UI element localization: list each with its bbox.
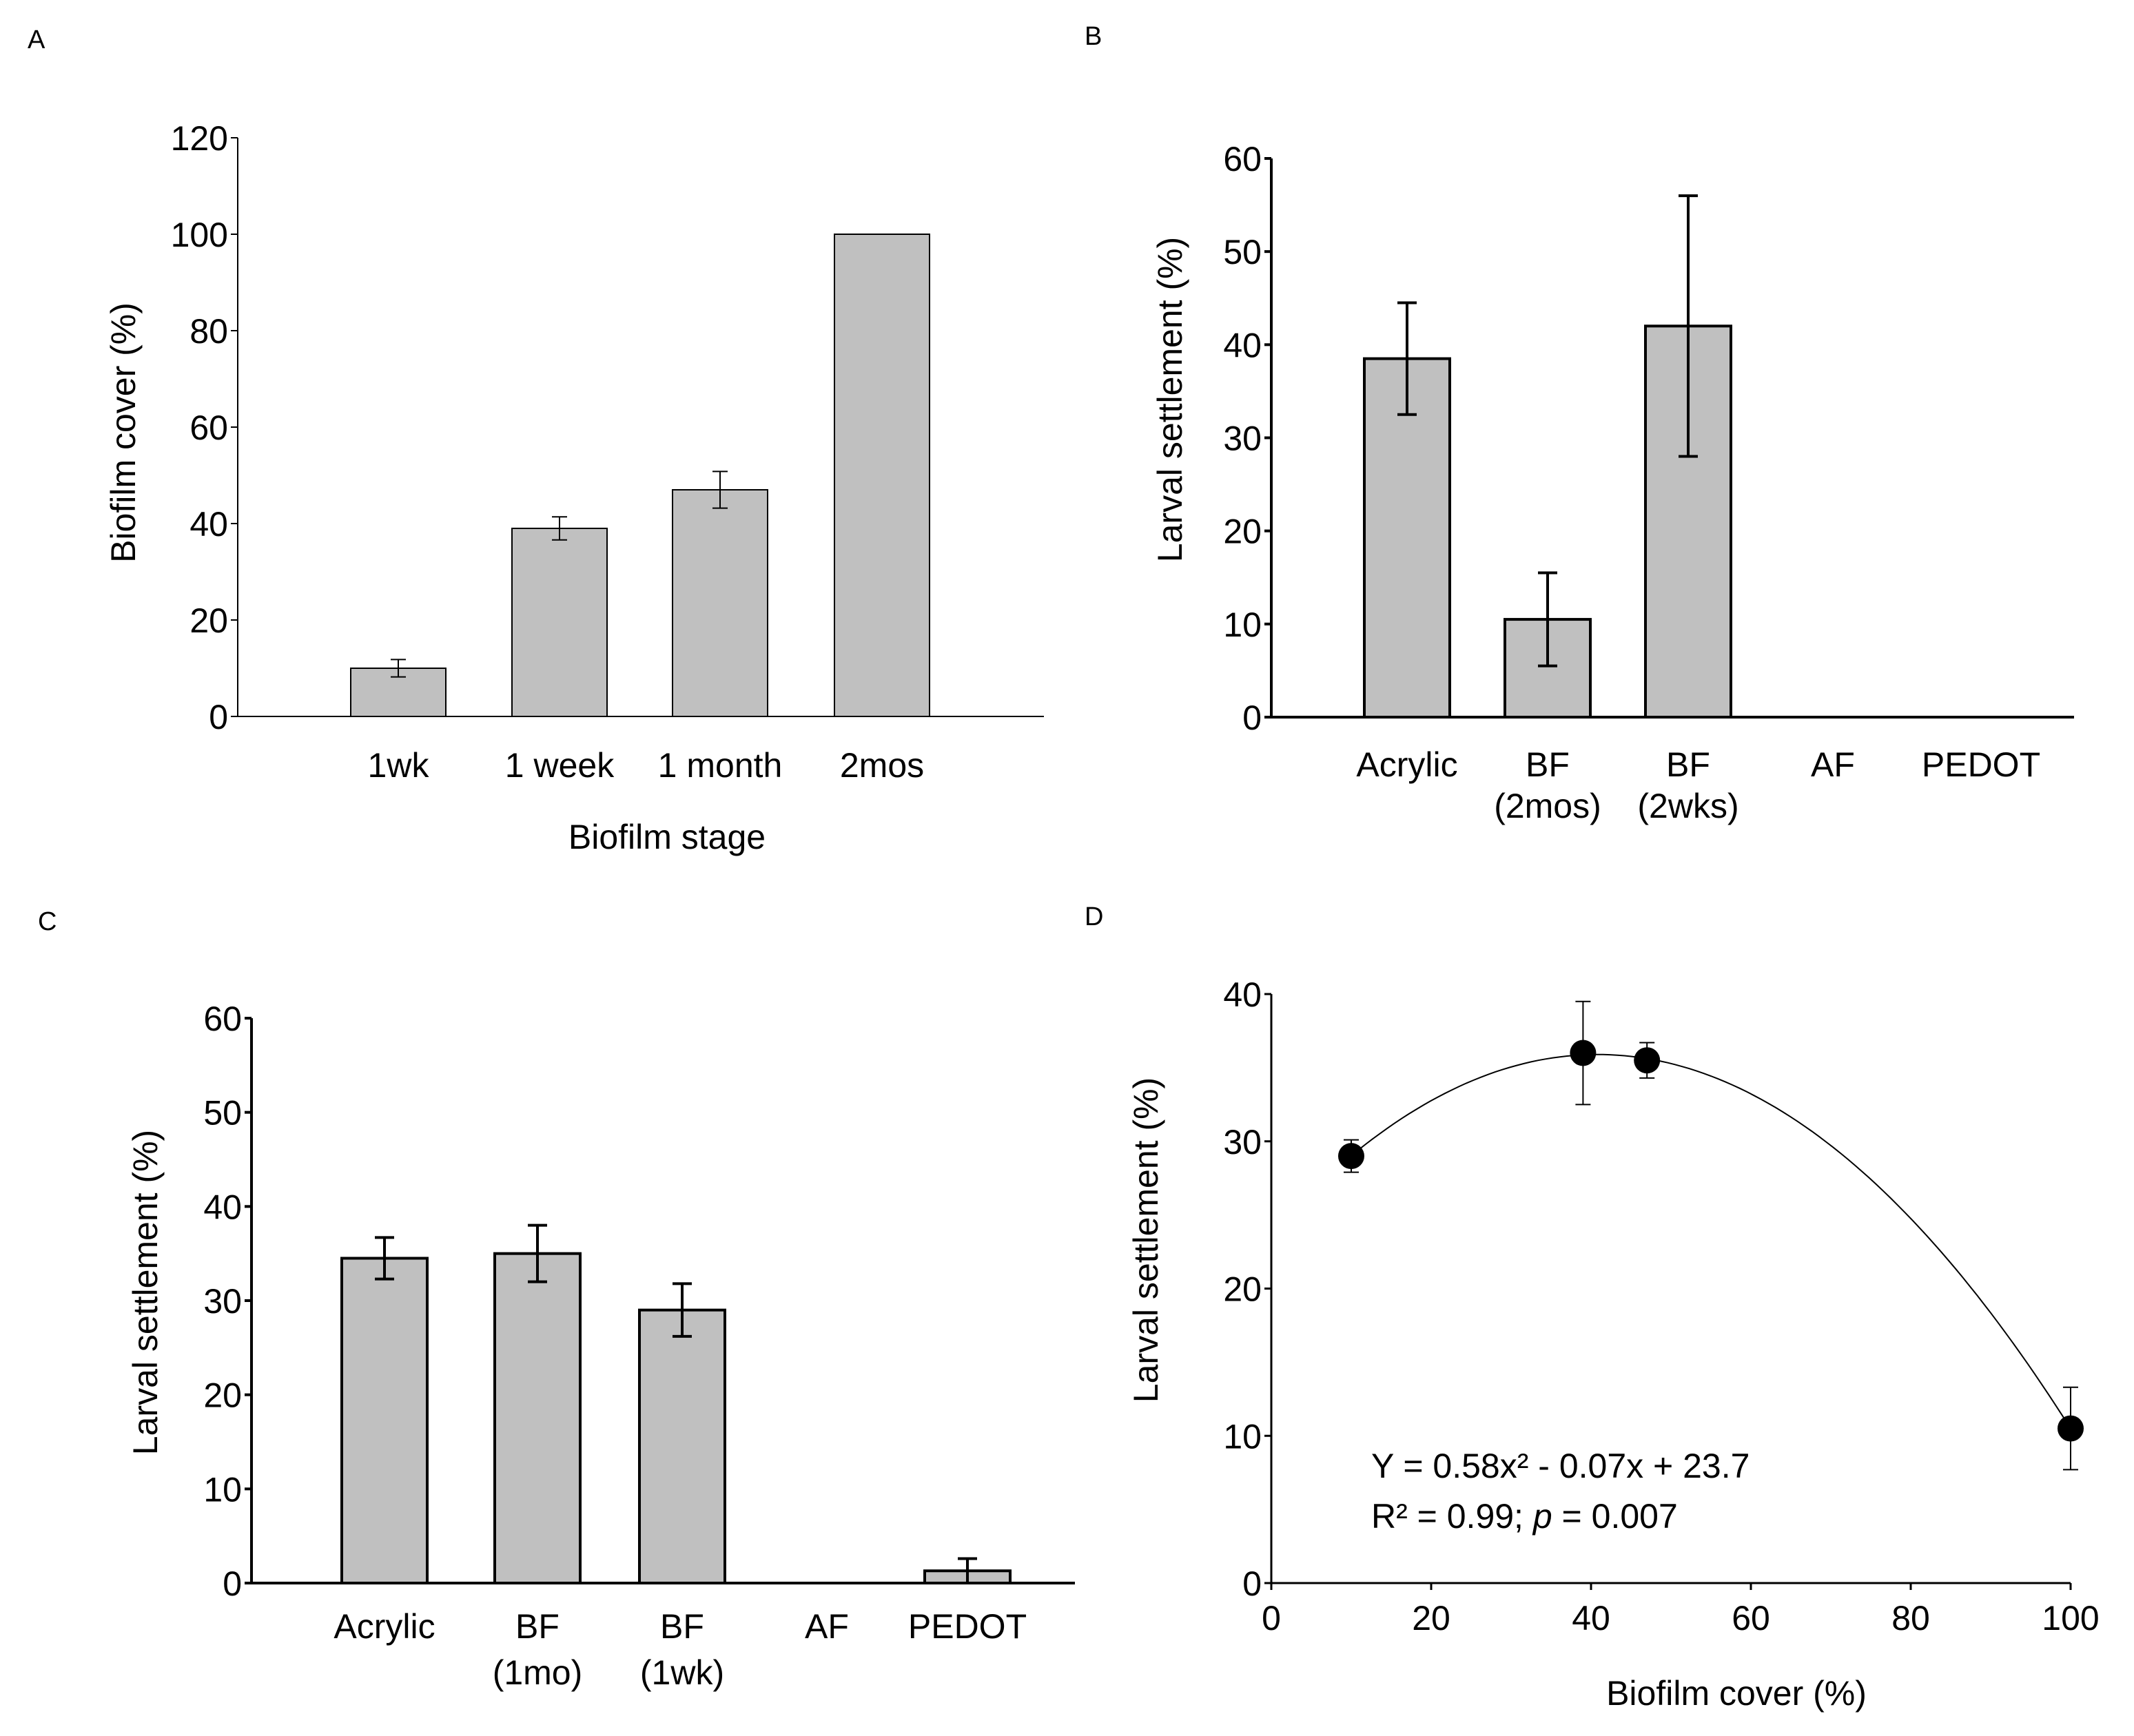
y-tick-label: 40 <box>189 505 228 544</box>
category-label: 1 month <box>658 746 783 785</box>
y-tick-label: 40 <box>1223 975 1262 1014</box>
panel-a-y-axis-label: Biofilm cover (%) <box>104 302 143 563</box>
y-tick-label: 20 <box>203 1376 242 1415</box>
y-tick-label: 30 <box>203 1282 242 1321</box>
data-point <box>1570 1040 1597 1066</box>
y-tick-label: 10 <box>1223 606 1262 644</box>
panel-a-bars: 1wk 1 week 1 month 2mos <box>350 234 930 785</box>
y-tick-label: 0 <box>209 698 228 736</box>
y-tick-label: 40 <box>1223 326 1262 364</box>
category-label: 2mos <box>840 746 924 785</box>
x-tick-label: 40 <box>1572 1599 1610 1637</box>
y-tick-label: 60 <box>203 1000 242 1038</box>
panel-letter-b: B <box>1085 22 1102 51</box>
y-tick-label: 20 <box>189 601 228 640</box>
bar <box>638 1308 726 1584</box>
y-tick-label: 100 <box>171 216 228 254</box>
panel-d: D 0 10 20 30 40 0 20 40 60 80 100 Y = 0.58x² - 0.0… <box>1085 902 2100 1713</box>
category-label: BF (1wk) <box>640 1607 724 1692</box>
y-tick-label: 80 <box>189 312 228 351</box>
panel-c-y-axis-label: Larval settlement (%) <box>126 1130 165 1455</box>
category-label: PEDOT <box>908 1607 1027 1646</box>
data-point <box>2058 1415 2084 1442</box>
data-point <box>1634 1047 1661 1074</box>
x-tick-label: 20 <box>1412 1599 1450 1637</box>
y-tick-label: 30 <box>1223 420 1262 458</box>
panel-d-stats: R² = 0.99; p = 0.007 <box>1371 1497 1678 1536</box>
bar <box>511 528 608 717</box>
y-tick-label: 20 <box>1223 513 1262 551</box>
y-tick-label: 120 <box>171 119 228 158</box>
category-label: BF (2mos) <box>1494 745 1601 825</box>
x-tick-label: 60 <box>1732 1599 1770 1637</box>
category-label: AF <box>805 1607 849 1646</box>
panel-c-bars: Acrylic BF (1mo) BF (1wk) AF PEDOT <box>334 1223 1027 1692</box>
panel-b-bars: Acrylic BF (2mos) BF (2wks) AF PEDOT <box>1356 194 2040 825</box>
bar <box>834 234 930 717</box>
y-tick-label: 10 <box>1223 1417 1262 1456</box>
panel-d-fit-curve <box>1351 1053 2071 1429</box>
data-point <box>1338 1143 1364 1170</box>
panel-d-x-axis-label: Biofilm cover (%) <box>1606 1674 1867 1713</box>
bar <box>340 1257 429 1584</box>
panel-a-axes: 0 20 40 60 80 100 120 <box>171 119 1044 736</box>
category-label: BF (1mo) <box>493 1607 583 1692</box>
panel-a: A 0 20 40 60 80 100 120 1wk 1 week 1 month 2mos B… <box>28 25 1044 856</box>
y-tick-label: 20 <box>1223 1270 1262 1309</box>
panel-c: C 0 10 20 30 40 50 60 Acrylic BF (1mo) BF (1wk) AF P… <box>38 907 1075 1692</box>
panel-d-y-axis-label: Larval settlement (%) <box>1127 1077 1165 1403</box>
panel-b-y-axis-label: Larval settlement (%) <box>1151 237 1189 562</box>
y-tick-label: 60 <box>1223 140 1262 178</box>
panel-letter-d: D <box>1085 902 1103 931</box>
y-tick-label: 30 <box>1223 1123 1262 1161</box>
y-tick-label: 10 <box>203 1470 242 1509</box>
x-tick-label: 100 <box>2042 1599 2099 1637</box>
panel-d-equation: Y = 0.58x² - 0.07x + 23.7 <box>1371 1447 1750 1485</box>
panel-a-x-axis-label: Biofilm stage <box>568 818 766 856</box>
category-label: 1 week <box>505 746 615 785</box>
panel-letter-c: C <box>38 907 57 936</box>
category-label: Acrylic <box>1356 745 1457 784</box>
panel-d-axes: 0 10 20 30 40 0 20 40 60 80 100 <box>1223 975 2099 1637</box>
category-label: 1wk <box>368 746 430 785</box>
y-tick-label: 60 <box>189 409 228 447</box>
category-label: BF (2wks) <box>1637 745 1738 825</box>
category-label: PEDOT <box>1922 745 2040 784</box>
y-tick-label: 40 <box>203 1188 242 1226</box>
y-tick-label: 0 <box>1242 1564 1262 1603</box>
panel-d-points <box>1338 1000 2084 1471</box>
y-tick-label: 50 <box>203 1094 242 1133</box>
bar <box>493 1252 582 1584</box>
y-tick-label: 0 <box>223 1564 242 1603</box>
bar <box>672 489 768 717</box>
y-tick-label: 0 <box>1242 699 1262 737</box>
bar <box>1363 357 1451 719</box>
x-tick-label: 0 <box>1262 1599 1281 1637</box>
y-tick-label: 50 <box>1223 233 1262 271</box>
x-tick-label: 80 <box>1891 1599 1930 1637</box>
category-label: Acrylic <box>334 1607 435 1646</box>
category-label: AF <box>1811 745 1855 784</box>
panel-letter-a: A <box>28 25 45 54</box>
panel-c-axes: 0 10 20 30 40 50 60 <box>203 1000 1075 1603</box>
